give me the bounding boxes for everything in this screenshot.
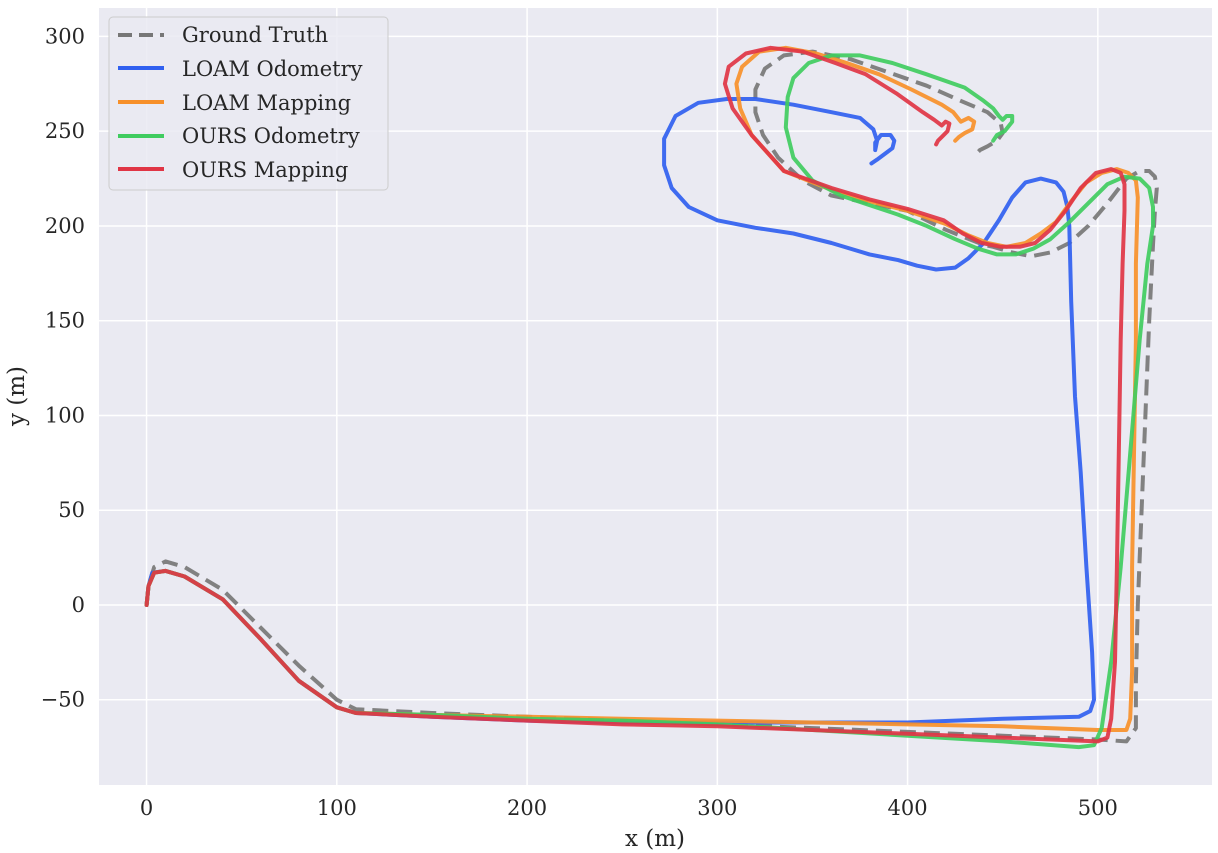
x-tick-label: 200 <box>507 796 547 820</box>
legend-entry-loam-odometry: LOAM Odometry <box>118 57 363 81</box>
y-tick-label: 50 <box>58 498 85 522</box>
x-tick-label: 400 <box>888 796 928 820</box>
tick-labels: 0 100 200 300 400 500 −50 0 50 100 150 200 250 300 <box>41 24 1118 820</box>
legend-label-ours-odometry: OURS Odometry <box>182 124 360 148</box>
y-tick-label: 200 <box>45 214 85 238</box>
y-axis-label: y (m) <box>4 366 30 427</box>
legend-label-ground-truth: Ground Truth <box>182 23 328 47</box>
trajectory-lines <box>144 45 1159 750</box>
legend-label-loam-odometry: LOAM Odometry <box>182 57 363 81</box>
legend: Ground Truth LOAM Odometry LOAM Mapping … <box>108 16 389 191</box>
y-tick-label: 250 <box>45 119 85 143</box>
legend-entry-loam-mapping: LOAM Mapping <box>118 91 351 115</box>
y-tick-label: 150 <box>45 309 85 333</box>
y-tick-label: −50 <box>41 688 85 712</box>
legend-label-loam-mapping: LOAM Mapping <box>182 91 351 115</box>
legend-entry-ground-truth: Ground Truth <box>118 23 328 47</box>
legend-entry-ours-mapping: OURS Mapping <box>118 158 348 182</box>
grid-lines <box>99 8 1212 785</box>
y-tick-label: 100 <box>45 403 85 427</box>
x-tick-label: 500 <box>1078 796 1118 820</box>
x-tick-label: 100 <box>317 796 357 820</box>
x-tick-label: 0 <box>140 796 153 820</box>
series-line-ours-mapping <box>144 45 1127 744</box>
x-tick-label: 300 <box>697 796 737 820</box>
legend-label-ours-mapping: OURS Mapping <box>182 158 348 182</box>
y-tick-label: 0 <box>72 593 85 617</box>
legend-entry-ours-odometry: OURS Odometry <box>118 124 360 148</box>
legend-box <box>108 16 389 191</box>
x-axis-label: x (m) <box>625 826 685 852</box>
y-tick-label: 300 <box>45 24 85 48</box>
